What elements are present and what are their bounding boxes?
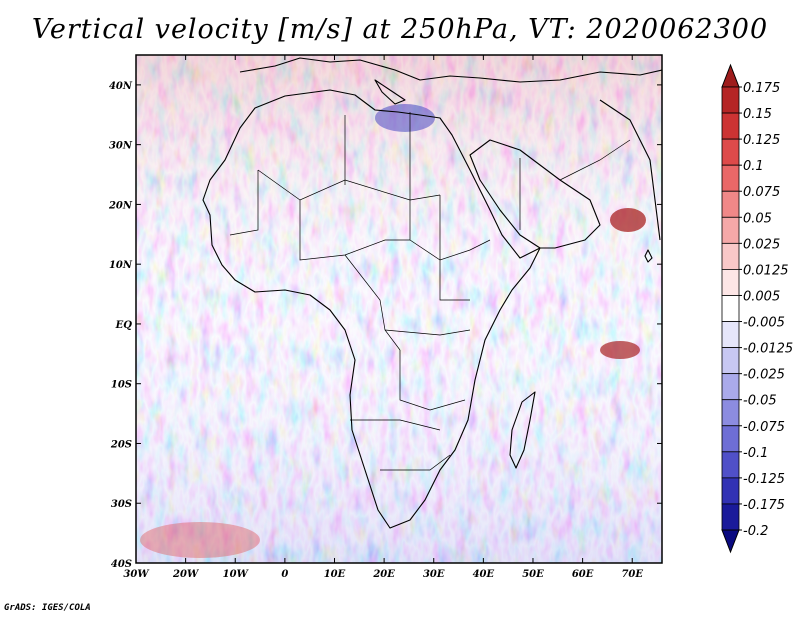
strong-ascent-arabian-sea <box>610 208 646 232</box>
coastlines <box>202 57 662 529</box>
colorbar-label-15: -0.125 <box>743 472 785 487</box>
map-plot-area <box>136 55 662 563</box>
colorbar-label-16: -0.175 <box>743 498 785 513</box>
colorbar-box-7 <box>721 269 740 296</box>
colorbar-box-14 <box>721 451 740 479</box>
colorbar-box-6 <box>721 242 740 270</box>
y-tick-label-8: 40S <box>111 559 132 570</box>
y-tick-label-4: EQ <box>115 320 133 331</box>
strong-descent-mediterranean <box>375 104 435 132</box>
colorbar-box-3 <box>721 164 740 192</box>
x-axis: 30W 20W 10W 0 10E 20E 30E 40E 50E 60E 70E <box>123 55 643 580</box>
colorbar-label-1: 0.15 <box>743 107 772 122</box>
colorbar-box-11 <box>721 373 740 401</box>
y-tick-label-5: 10S <box>111 380 132 391</box>
y-tick-label-3: 10N <box>109 260 133 271</box>
x-tick-label-0: 30W <box>123 569 150 580</box>
colorbar-label-12: -0.05 <box>743 394 777 409</box>
ascent-southwest <box>140 522 260 558</box>
y-tick-label-6: 20S <box>110 439 132 450</box>
colorbar-label-4: 0.075 <box>743 185 780 200</box>
x-tick-label-9: 60E <box>572 569 594 580</box>
colorbar-box-2 <box>721 138 740 166</box>
colorbar-label-10: -0.0125 <box>743 342 793 357</box>
x-tick-label-3: 0 <box>281 569 288 580</box>
colorbar-bottom-arrow <box>721 529 740 554</box>
x-tick-label-5: 20E <box>372 569 395 580</box>
colorbar-box-9 <box>721 321 740 348</box>
y-tick-label-1: 30N <box>109 141 133 152</box>
colorbar-label-17: -0.2 <box>743 524 768 539</box>
colorbar-box-12 <box>721 399 740 427</box>
colorbar-label-3: 0.1 <box>743 159 764 174</box>
colorbar: 0.175 0.15 0.125 0.1 0.075 0.05 0.025 0.0125 0.0… <box>721 63 793 554</box>
colorbar-label-7: 0.0125 <box>743 263 789 278</box>
x-tick-label-2: 10W <box>223 569 250 580</box>
colorbar-box-15 <box>721 477 740 505</box>
y-axis: 40N 30N 20N 10N EQ 10S 20S 30S 40S <box>108 81 662 570</box>
x-tick-label-6: 30E <box>423 569 445 580</box>
colorbar-box-16 <box>721 503 740 531</box>
colorbar-box-8 <box>721 295 740 322</box>
colorbar-box-4 <box>721 190 740 218</box>
colorbar-label-9: -0.005 <box>743 316 785 331</box>
colorbar-label-0: 0.175 <box>743 81 780 96</box>
strong-ascent-indian-ocean <box>600 341 640 359</box>
colorbar-label-13: -0.075 <box>743 420 785 435</box>
colorbar-box-13 <box>721 425 740 453</box>
y-tick-label-7: 30S <box>111 499 132 510</box>
colorbar-box-0 <box>721 86 740 114</box>
colorbar-label-2: 0.125 <box>743 133 780 148</box>
y-tick-label-2: 20N <box>108 200 133 211</box>
x-tick-label-7: 40E <box>473 569 495 580</box>
x-tick-label-1: 20W <box>172 569 200 580</box>
grads-credit: GrADS: IGES/COLA <box>4 603 91 613</box>
country-borders <box>229 112 631 471</box>
x-tick-label-10: 70E <box>621 569 643 580</box>
map-frame <box>135 54 663 564</box>
chart-title: Vertical velocity [m/s] at 250hPa, VT: 2… <box>31 14 769 45</box>
colorbar-box-5 <box>721 216 740 244</box>
colorbar-label-5: 0.05 <box>743 211 772 226</box>
colorbar-top-arrow <box>721 63 740 88</box>
colorbar-label-14: -0.1 <box>743 446 768 461</box>
colorbar-label-6: 0.025 <box>743 237 780 252</box>
colorbar-box-1 <box>721 112 740 140</box>
y-tick-label-0: 40N <box>109 81 133 92</box>
x-tick-label-4: 10E <box>324 569 346 580</box>
colorbar-box-10 <box>721 347 740 375</box>
colorbar-label-11: -0.025 <box>743 368 785 383</box>
colorbar-label-8: 0.005 <box>743 289 780 304</box>
x-tick-label-8: 50E <box>522 569 544 580</box>
